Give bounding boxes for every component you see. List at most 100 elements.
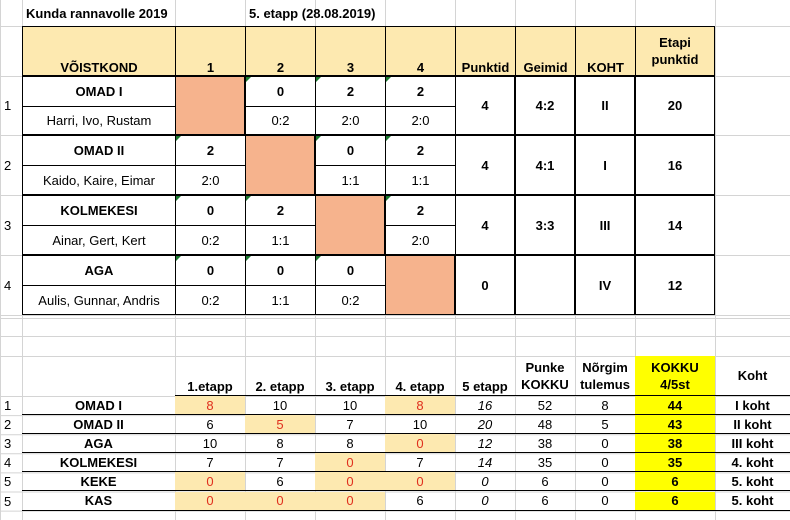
summary-e4[interactable]: 6 xyxy=(385,492,455,511)
summary-team[interactable]: OMAD I xyxy=(22,396,175,416)
match-score[interactable]: 2:0 xyxy=(175,165,245,195)
games-cell[interactable]: 4:1 xyxy=(515,135,575,195)
summary-e3[interactable]: 10 xyxy=(315,396,385,416)
summary-header-4[interactable]: 5 etapp xyxy=(455,356,515,396)
row-number[interactable]: 2 xyxy=(4,157,12,173)
stage-points-cell[interactable]: 20 xyxy=(635,76,715,135)
summary-e1[interactable]: 8 xyxy=(175,396,245,416)
team-name[interactable]: OMAD II xyxy=(22,135,175,165)
diagonal-cell[interactable] xyxy=(175,76,245,135)
header-stage-points[interactable]: Etapi punktid xyxy=(635,26,715,76)
place-cell[interactable]: IV xyxy=(575,255,635,315)
match-score[interactable]: 1:1 xyxy=(245,225,315,255)
summary-total[interactable]: 52 xyxy=(515,396,575,416)
summary-total[interactable]: 35 xyxy=(515,453,575,473)
summary-e4[interactable]: 8 xyxy=(385,396,455,416)
header-place[interactable]: KOHT xyxy=(575,26,635,76)
summary-row-number[interactable]: 4 xyxy=(4,455,12,471)
summary-e1[interactable]: 0 xyxy=(175,472,245,492)
summary-koht[interactable]: 5. koht xyxy=(715,492,790,511)
match-result[interactable]: 2 xyxy=(385,76,455,106)
summary-total[interactable]: 38 xyxy=(515,434,575,454)
team-players[interactable]: Ainar, Gert, Kert xyxy=(22,225,175,255)
summary-total[interactable]: 6 xyxy=(515,472,575,492)
diagonal-cell[interactable] xyxy=(315,195,385,255)
place-cell[interactable]: II xyxy=(575,76,635,135)
row-number[interactable]: 4 xyxy=(4,277,12,293)
summary-header-3[interactable]: 4. etapp xyxy=(385,356,455,396)
team-name[interactable]: AGA xyxy=(22,255,175,285)
summary-header-1[interactable]: 2. etapp xyxy=(245,356,315,396)
match-score[interactable]: 0:2 xyxy=(175,285,245,315)
header-col-2[interactable]: 2 xyxy=(245,26,315,76)
header-col-4[interactable]: 4 xyxy=(385,26,455,76)
stage-title[interactable]: 5. etapp (28.08.2019) xyxy=(249,5,376,21)
games-cell[interactable]: 3:3 xyxy=(515,195,575,255)
points-cell[interactable]: 0 xyxy=(455,255,515,315)
summary-e2[interactable]: 5 xyxy=(245,415,315,435)
team-name[interactable]: OMAD I xyxy=(22,76,175,106)
diagonal-cell[interactable] xyxy=(245,135,315,195)
match-result[interactable]: 0 xyxy=(245,255,315,285)
summary-weakest[interactable]: 0 xyxy=(575,434,635,454)
stage-points-cell[interactable]: 12 xyxy=(635,255,715,315)
summary-kokku[interactable]: 43 xyxy=(635,415,715,435)
team-players[interactable]: Harri, Ivo, Rustam xyxy=(22,106,175,135)
summary-team[interactable]: AGA xyxy=(22,434,175,454)
summary-e2[interactable]: 8 xyxy=(245,434,315,454)
points-cell[interactable]: 4 xyxy=(455,195,515,255)
summary-e3[interactable]: 8 xyxy=(315,434,385,454)
header-points[interactable]: Punktid xyxy=(455,26,515,76)
summary-e4[interactable]: 10 xyxy=(385,415,455,435)
summary-e5[interactable]: 16 xyxy=(455,396,515,416)
summary-header-2[interactable]: 3. etapp xyxy=(315,356,385,396)
stage-points-cell[interactable]: 14 xyxy=(635,195,715,255)
games-cell[interactable]: 4:2 xyxy=(515,76,575,135)
summary-e2[interactable]: 7 xyxy=(245,453,315,473)
place-cell[interactable]: I xyxy=(575,135,635,195)
match-score[interactable]: 1:1 xyxy=(385,165,455,195)
summary-e4[interactable]: 0 xyxy=(385,472,455,492)
match-score[interactable]: 0:2 xyxy=(175,225,245,255)
summary-e3[interactable]: 0 xyxy=(315,491,385,511)
match-score[interactable]: 2:0 xyxy=(315,106,385,135)
summary-koht[interactable]: 4. koht xyxy=(715,453,790,473)
summary-e4[interactable]: 7 xyxy=(385,453,455,473)
summary-row-number[interactable]: 3 xyxy=(4,436,12,452)
header-col-1[interactable]: 1 xyxy=(175,26,245,76)
match-score[interactable]: 1:1 xyxy=(315,165,385,195)
diagonal-cell[interactable] xyxy=(385,255,455,315)
team-players[interactable]: Aulis, Gunnar, Andris xyxy=(22,285,175,315)
summary-weakest[interactable]: 0 xyxy=(575,472,635,492)
summary-header-6[interactable]: Nõrgim tulemus xyxy=(575,356,635,396)
summary-team[interactable]: KAS xyxy=(22,492,175,511)
summary-e2[interactable]: 6 xyxy=(245,472,315,492)
summary-e1[interactable]: 0 xyxy=(175,491,245,511)
summary-kokku[interactable]: 6 xyxy=(635,472,715,492)
header-col-3[interactable]: 3 xyxy=(315,26,385,76)
summary-weakest[interactable]: 0 xyxy=(575,453,635,473)
summary-team[interactable]: KEKE xyxy=(22,472,175,492)
match-result[interactable]: 2 xyxy=(315,76,385,106)
summary-e5[interactable]: 12 xyxy=(455,434,515,454)
summary-e5[interactable]: 0 xyxy=(455,472,515,492)
match-result[interactable]: 0 xyxy=(245,76,315,106)
summary-e5[interactable]: 0 xyxy=(455,492,515,511)
summary-row-number[interactable]: 1 xyxy=(4,398,12,414)
match-score[interactable]: 1:1 xyxy=(245,285,315,315)
summary-team[interactable]: OMAD II xyxy=(22,415,175,435)
sheet-title[interactable]: Kunda rannavolle 2019 xyxy=(26,5,168,21)
summary-header-5[interactable]: Punke KOKKU xyxy=(515,356,575,396)
place-cell[interactable]: III xyxy=(575,195,635,255)
team-players[interactable]: Kaido, Kaire, Eimar xyxy=(22,165,175,195)
header-team[interactable]: VÕISTKOND xyxy=(22,26,175,76)
summary-weakest[interactable]: 5 xyxy=(575,415,635,435)
summary-koht[interactable]: III koht xyxy=(715,434,790,454)
summary-koht[interactable]: I koht xyxy=(715,396,790,416)
header-games[interactable]: Geimid xyxy=(515,26,575,76)
match-score[interactable]: 0:2 xyxy=(245,106,315,135)
summary-e2[interactable]: 0 xyxy=(245,491,315,511)
match-result[interactable]: 2 xyxy=(385,135,455,165)
summary-koht[interactable]: 5. koht xyxy=(715,472,790,492)
summary-e1[interactable]: 7 xyxy=(175,453,245,473)
